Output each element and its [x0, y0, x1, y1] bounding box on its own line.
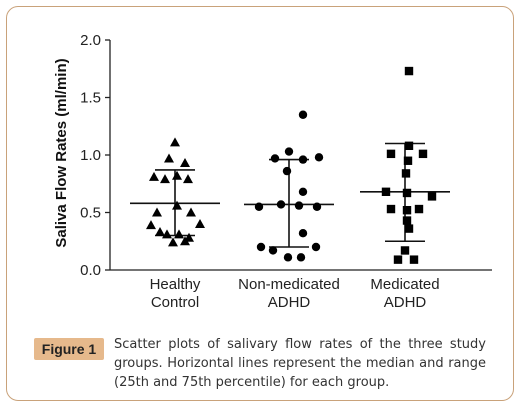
data-point-circle — [294, 201, 304, 210]
x-category-labels: HealthyControlNon-medicatedADHDMedicated… — [150, 276, 440, 311]
data-point-square — [402, 206, 412, 215]
scatter-plot: Saliva Flow Rates (ml/min) 0.0 0.5 1.0 1.5 2… — [53, 32, 492, 311]
data-point-circle — [298, 110, 308, 119]
data-point-circle — [298, 187, 308, 196]
data-point-square — [381, 187, 391, 196]
data-point-square — [404, 141, 414, 150]
y-tick-label: 0.5 — [80, 205, 101, 222]
data-point-triangle — [160, 174, 170, 184]
data-point-square — [393, 255, 403, 264]
data-point-triangle — [174, 229, 184, 239]
data-point-triangle — [162, 229, 172, 239]
data-point-square — [414, 204, 424, 214]
data-point-square — [409, 255, 419, 264]
data-point-square — [404, 66, 414, 76]
data-point-circle — [283, 253, 293, 262]
y-tick-label: 1.0 — [80, 147, 101, 164]
data-point-circle — [254, 202, 264, 211]
data-point-circle — [314, 153, 324, 162]
data-point-triangle — [186, 207, 196, 217]
data-point-circle — [256, 242, 266, 252]
data-point-circle — [298, 155, 308, 164]
data-point-triangle — [170, 137, 180, 147]
data-points — [146, 66, 437, 264]
data-point-triangle — [180, 236, 190, 246]
data-point-square — [403, 156, 413, 165]
data-point-circle — [282, 166, 292, 176]
data-point-triangle — [183, 174, 193, 184]
data-point-circle — [298, 229, 308, 238]
data-point-square — [400, 246, 410, 255]
data-point-triangle — [180, 158, 190, 168]
data-point-triangle — [152, 207, 162, 217]
data-point-triangle — [149, 171, 159, 181]
data-point-circle — [284, 147, 294, 156]
data-point-square — [402, 216, 412, 225]
y-axis-label: Saliva Flow Rates (ml/min) — [53, 58, 70, 247]
data-point-square — [427, 192, 437, 201]
x-category-label: Healthy — [150, 276, 201, 293]
data-point-square — [401, 169, 411, 178]
data-point-square — [404, 224, 414, 233]
data-point-triangle — [172, 170, 182, 180]
data-point-circle — [296, 253, 306, 262]
x-category-label: ADHD — [384, 294, 427, 311]
data-point-triangle — [172, 200, 182, 210]
data-point-square — [418, 149, 428, 159]
x-category-label: Medicated — [370, 276, 439, 293]
x-category-label: ADHD — [268, 294, 311, 311]
data-point-square — [386, 149, 396, 159]
data-point-circle — [270, 154, 280, 163]
data-point-square — [386, 204, 396, 214]
data-point-circle — [312, 202, 322, 211]
data-point-circle — [276, 200, 286, 209]
x-category-label: Control — [151, 294, 199, 311]
data-point-circle — [311, 242, 321, 252]
y-tick-label: 1.5 — [80, 90, 101, 107]
data-point-triangle — [146, 220, 156, 230]
data-point-triangle — [164, 153, 174, 163]
data-point-triangle — [168, 237, 178, 247]
figure-badge: Figure 1 — [34, 338, 104, 360]
data-point-triangle — [195, 219, 205, 228]
y-tick-label: 0.0 — [80, 262, 101, 279]
data-point-circle — [268, 246, 278, 255]
x-category-label: Non-medicated — [238, 276, 340, 293]
y-ticks: 0.0 0.5 1.0 1.5 2.0 — [80, 32, 110, 279]
data-point-square — [402, 188, 412, 198]
y-tick-label: 2.0 — [80, 32, 101, 49]
figure-caption: Scatter plots of salivary flow rates of … — [114, 337, 486, 390]
data-point-triangle — [155, 227, 165, 237]
